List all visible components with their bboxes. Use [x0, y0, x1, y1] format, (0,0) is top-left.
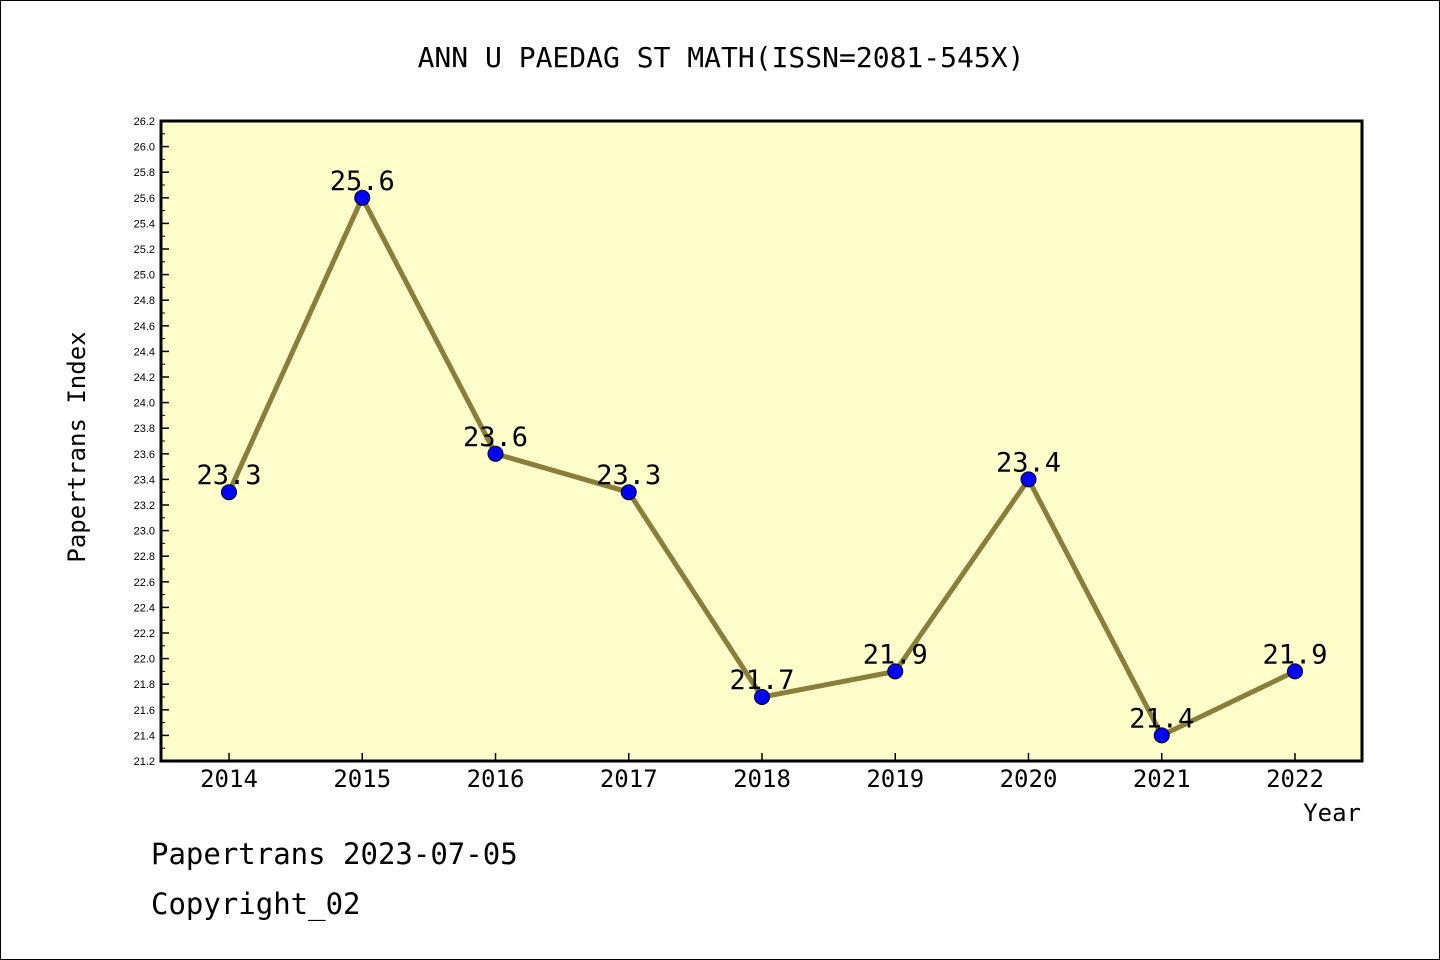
x-tick-label: 2022 — [1266, 765, 1324, 793]
y-tick-label: 24.4 — [134, 346, 155, 358]
y-tick-label: 25.2 — [134, 244, 155, 256]
y-tick-label: 22.8 — [134, 551, 155, 563]
x-tick-label: 2015 — [333, 765, 391, 793]
data-label: 25.6 — [330, 166, 395, 197]
y-tick-label: 26.0 — [134, 142, 155, 154]
data-label: 21.9 — [1262, 639, 1327, 670]
y-tick-label: 24.8 — [134, 295, 155, 307]
y-tick-label: 24.0 — [134, 398, 155, 410]
y-tick-label: 23.4 — [134, 474, 155, 486]
y-tick-label: 21.2 — [134, 756, 155, 768]
x-tick-label: 2021 — [1133, 765, 1191, 793]
plot-area — [159, 119, 1364, 763]
data-label: 23.6 — [463, 422, 528, 453]
y-tick-label: 25.0 — [134, 270, 155, 282]
data-point — [221, 484, 237, 501]
y-tick-label: 22.2 — [134, 628, 155, 640]
footer-copyright: Copyright_02 — [151, 887, 361, 921]
y-tick-label: 21.4 — [134, 730, 155, 742]
y-tick-label: 23.6 — [134, 449, 155, 461]
data-label: 23.4 — [996, 447, 1061, 478]
y-tick-label: 22.6 — [134, 577, 155, 589]
data-label: 21.9 — [863, 639, 928, 670]
y-tick-label: 24.6 — [134, 321, 155, 333]
data-label: 23.3 — [596, 460, 661, 491]
y-tick-label: 24.2 — [134, 372, 155, 384]
y-tick-label: 25.8 — [134, 167, 155, 179]
data-label: 23.3 — [196, 460, 261, 491]
data-point — [1287, 663, 1303, 680]
data-point — [1153, 727, 1170, 744]
y-tick-label: 26.2 — [134, 116, 155, 128]
data-point — [887, 663, 904, 680]
y-tick-label: 21.6 — [134, 705, 155, 717]
data-point — [754, 689, 770, 705]
x-tick-label: 2020 — [1000, 765, 1058, 793]
data-label: 21.4 — [1129, 703, 1194, 734]
y-axis-label: Papertrans Index — [63, 331, 91, 562]
y-tick-label: 25.6 — [134, 193, 155, 205]
x-tick-label: 2016 — [467, 765, 525, 793]
y-tick-label: 23.0 — [134, 526, 155, 538]
data-point — [620, 484, 637, 501]
footer-date: Papertrans 2023-07-05 — [151, 837, 518, 871]
x-tick-label: 2014 — [200, 765, 258, 793]
data-label: 21.7 — [729, 665, 794, 696]
data-point — [487, 445, 504, 462]
data-point — [354, 189, 371, 206]
x-axis-label: Year — [1303, 799, 1361, 827]
y-tick-label: 22.4 — [134, 602, 155, 614]
y-tick-label: 23.8 — [134, 423, 155, 435]
y-tick-label: 21.8 — [134, 679, 155, 691]
y-tick-label: 22.0 — [134, 654, 155, 666]
x-tick-label: 2017 — [600, 765, 658, 793]
chart-title: ANN U PAEDAG ST MATH(ISSN=2081-545X) — [418, 41, 1025, 74]
x-tick-label: 2018 — [733, 765, 791, 793]
x-tick-label: 2019 — [866, 765, 924, 793]
y-tick-label: 25.4 — [134, 218, 155, 230]
data-point — [1020, 471, 1037, 488]
y-tick-label: 23.2 — [134, 500, 155, 512]
